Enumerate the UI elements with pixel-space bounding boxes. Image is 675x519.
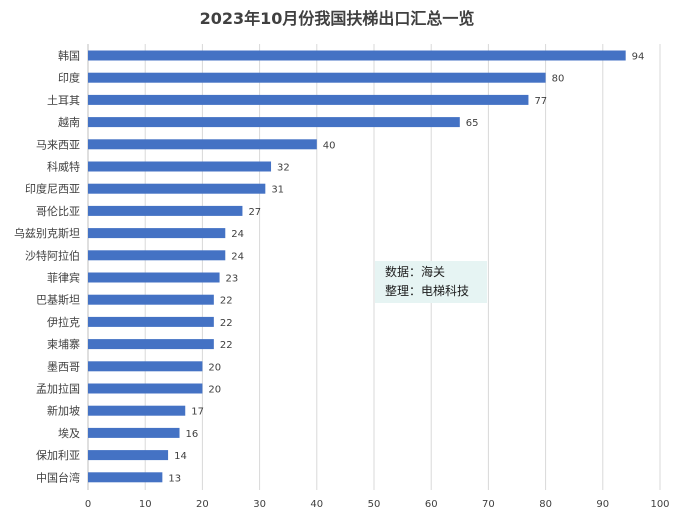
bar (88, 383, 203, 394)
category-label: 墨西哥 (47, 360, 80, 373)
x-tick-label: 20 (196, 499, 209, 510)
category-label: 印度 (58, 71, 80, 85)
category-label: 中国台湾 (36, 470, 80, 484)
category-label: 韩国 (58, 49, 80, 63)
bars (88, 50, 626, 483)
category-label: 马来西亚 (36, 138, 80, 151)
category-label: 巴基斯坦 (36, 293, 80, 307)
category-label: 乌兹别克斯坦 (14, 226, 80, 240)
data-label: 22 (220, 318, 233, 329)
data-label: 65 (466, 118, 479, 129)
bar (88, 472, 163, 483)
data-label: 40 (323, 140, 336, 151)
bar (88, 72, 546, 83)
bar (88, 139, 317, 150)
data-label: 32 (277, 163, 290, 174)
data-label: 94 (632, 52, 645, 63)
bar (88, 316, 214, 327)
x-tick-label: 70 (482, 499, 495, 510)
x-tick-label: 90 (596, 499, 609, 510)
bar (88, 183, 266, 194)
data-label: 20 (208, 362, 221, 373)
data-label: 17 (191, 407, 204, 418)
bar (88, 405, 186, 416)
bar (88, 50, 626, 61)
bar (88, 361, 203, 372)
data-label: 22 (220, 296, 233, 307)
data-label: 14 (174, 451, 187, 462)
labels: 0 10 20 30 40 50 60 70 80 90 100 韩国 94 印度 80 土耳其 77 越南 65 马… (14, 49, 670, 511)
data-label: 20 (208, 385, 221, 396)
category-label: 新加坡 (47, 404, 80, 418)
category-label: 沙特阿拉伯 (25, 248, 80, 262)
x-tick-label: 40 (310, 499, 323, 510)
bar (88, 117, 460, 128)
bar (88, 228, 226, 239)
data-label: 77 (534, 96, 547, 107)
bar (88, 250, 226, 261)
category-label: 越南 (58, 115, 80, 129)
category-label: 柬埔寨 (47, 337, 80, 351)
x-tick-label: 30 (253, 499, 266, 510)
bar (88, 161, 272, 172)
category-label: 印度尼西亚 (25, 182, 80, 196)
category-label: 保加利亚 (36, 448, 80, 462)
bar (88, 205, 243, 216)
category-label: 伊拉克 (47, 315, 80, 329)
x-tick-label: 100 (650, 499, 669, 510)
bar (88, 339, 214, 350)
data-label: 22 (220, 340, 233, 351)
data-label: 31 (271, 185, 284, 196)
data-label: 24 (231, 229, 244, 240)
bar (88, 450, 169, 461)
x-tick-label: 60 (425, 499, 438, 510)
source-note-box: 数据：海关 整理：电梯科技 (375, 261, 487, 303)
x-tick-label: 50 (368, 499, 381, 510)
source-note-line2: 整理：电梯科技 (385, 284, 470, 298)
grid-lines (87, 44, 661, 490)
data-label: 24 (231, 251, 244, 262)
category-label: 土耳其 (47, 94, 80, 107)
bar (88, 427, 180, 438)
bar (88, 94, 529, 105)
data-label: 13 (168, 473, 181, 484)
data-label: 80 (552, 74, 565, 85)
x-tick-label: 0 (85, 499, 91, 510)
x-tick-label: 10 (139, 499, 152, 510)
category-label: 孟加拉国 (36, 382, 80, 396)
source-note-line1: 数据：海关 (385, 265, 446, 279)
category-label: 科威特 (47, 160, 80, 174)
bar (88, 272, 220, 283)
data-label: 27 (248, 207, 261, 218)
category-label: 菲律宾 (47, 271, 80, 285)
data-label: 23 (226, 274, 239, 285)
data-label: 16 (186, 429, 199, 440)
x-tick-label: 80 (539, 499, 552, 510)
bar (88, 294, 214, 305)
category-label: 哥伦比亚 (36, 204, 80, 218)
chart-title: 2023年10月份我国扶梯出口汇总一览 (200, 9, 475, 28)
category-label: 埃及 (58, 426, 80, 440)
